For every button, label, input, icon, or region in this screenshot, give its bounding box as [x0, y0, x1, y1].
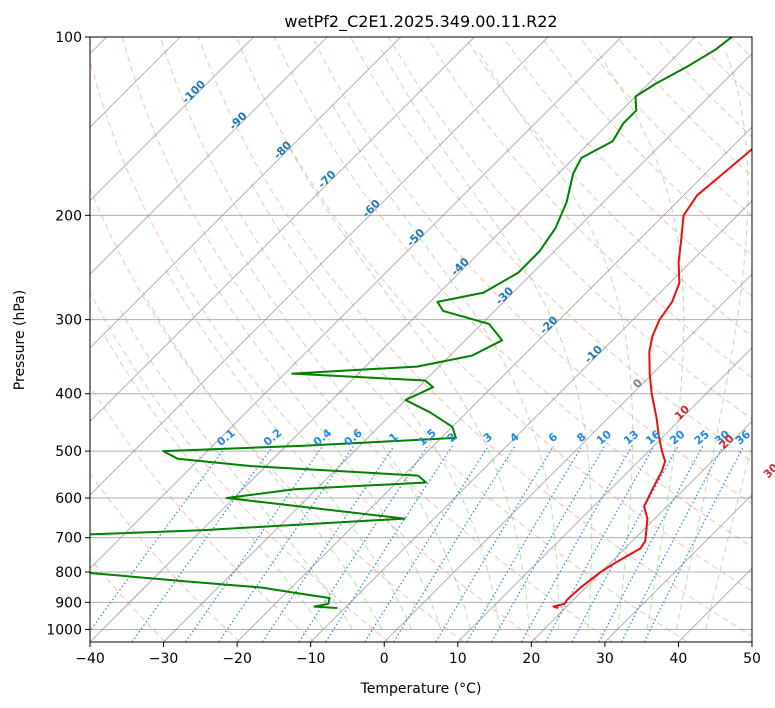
y-axis-ticks: 100 200 300 400 500 600 700 800 900 1000 — [46, 30, 90, 638]
temperature-profile-line — [552, 147, 752, 609]
x-tick-label: 10 — [449, 651, 467, 667]
y-tick-label: 100 — [55, 30, 82, 46]
x-tick-label: −30 — [149, 651, 179, 667]
y-tick-label: 600 — [55, 491, 82, 507]
isotherm-line — [90, 37, 402, 349]
dry-adiabat-line — [502, 37, 752, 297]
dry-adiabat-line — [90, 186, 464, 642]
mixing-ratio-line — [520, 445, 633, 642]
mixing-ratio-line — [393, 445, 516, 642]
dry-adiabat-line — [312, 37, 752, 505]
y-tick-label: 700 — [55, 531, 82, 547]
isotherm-line — [90, 37, 475, 422]
dry-adiabat-line — [159, 37, 688, 642]
isotherm-line — [90, 37, 696, 642]
mixing-ratio-line — [185, 445, 324, 642]
mixing-ratio-line — [218, 445, 355, 642]
profiles — [90, 37, 752, 609]
y-tick-label: 1000 — [46, 622, 82, 638]
isotherm-line — [90, 37, 549, 496]
dry-adiabat-line — [274, 37, 752, 548]
x-tick-label: 0 — [380, 651, 389, 667]
moist-adiabats — [102, 49, 752, 630]
isotherm-line — [90, 37, 622, 570]
x-tick-label: −10 — [296, 651, 326, 667]
mixing-ratio-line — [364, 445, 490, 642]
mixing-ratio-line — [643, 445, 745, 642]
x-tick-label: 30 — [596, 651, 614, 667]
isotherm-line — [236, 126, 752, 642]
dry-adiabat-line — [236, 37, 752, 592]
mixing-ratio-line — [435, 445, 555, 642]
x-axis-label: Temperature (°C) — [360, 681, 482, 697]
dry-adiabat-line — [350, 37, 752, 462]
x-tick-label: 20 — [522, 651, 540, 667]
y-tick-label: 500 — [55, 444, 82, 460]
moist-adiabat-line — [285, 141, 530, 630]
dry-adiabat-line — [426, 37, 752, 379]
skewed-isotherms — [90, 37, 752, 642]
isotherm-line — [310, 200, 752, 642]
isotherm-line — [457, 347, 752, 642]
moist-adiabat-line — [120, 310, 354, 630]
y-axis-label: Pressure (hPa) — [12, 290, 28, 390]
x-axis-ticks: −40 −30 −20 −10 0 10 20 30 40 50 — [75, 642, 761, 667]
mixing-ratio-line — [466, 445, 583, 642]
moist-adiabat-line — [191, 245, 442, 630]
mixing-ratio-line — [261, 445, 395, 642]
y-tick-label: 200 — [55, 208, 82, 224]
dry-adiabat-line — [90, 291, 390, 642]
moist-adiabat-line — [595, 49, 685, 630]
moist-adiabat-line — [142, 292, 383, 630]
y-tick-label: 300 — [55, 313, 82, 329]
pressure-gridlines — [90, 37, 752, 630]
moist-adiabat-line — [380, 49, 593, 630]
isotherm-line — [163, 52, 752, 642]
isotherm-line — [383, 273, 752, 642]
dry-adiabat-line — [388, 37, 752, 420]
mixing-ratio-line — [545, 445, 655, 642]
moist-adiabat-line — [249, 180, 501, 630]
isotherm-line — [531, 420, 752, 642]
dry-adiabat-line — [464, 37, 752, 338]
moist-adiabat-line — [476, 49, 634, 630]
moist-adiabat-line — [164, 267, 412, 630]
y-tick-label: 900 — [55, 595, 82, 611]
moist-adiabat-line — [675, 49, 749, 630]
plot-frame — [89, 36, 753, 643]
x-tick-label: −20 — [222, 651, 252, 667]
mixing-ratio-line — [298, 445, 429, 642]
dry-adiabat-line — [90, 384, 315, 642]
mixing-ratio-lines — [90, 445, 745, 642]
dewpoint-profile-line — [90, 37, 733, 609]
x-tick-label: −40 — [75, 651, 105, 667]
mixing-ratio-line — [621, 445, 724, 642]
isotherm-line — [90, 37, 328, 275]
chart-title: wetPf2_C2E1.2025.349.00.11.R22 — [284, 12, 557, 32]
moist-adiabat-line — [705, 443, 752, 630]
isotherm-line — [90, 37, 254, 202]
x-tick-label: 50 — [743, 651, 761, 667]
dry-adiabat-line — [90, 472, 241, 642]
mixing-ratio-line — [325, 445, 453, 642]
x-tick-label: 40 — [670, 651, 688, 667]
mixing-ratio-line — [131, 445, 274, 642]
moist-adiabat-line — [218, 215, 471, 630]
isotherm-line — [604, 494, 752, 642]
dry-adiabat-line — [121, 37, 613, 642]
y-tick-label: 400 — [55, 387, 82, 403]
y-tick-label: 800 — [55, 565, 82, 581]
